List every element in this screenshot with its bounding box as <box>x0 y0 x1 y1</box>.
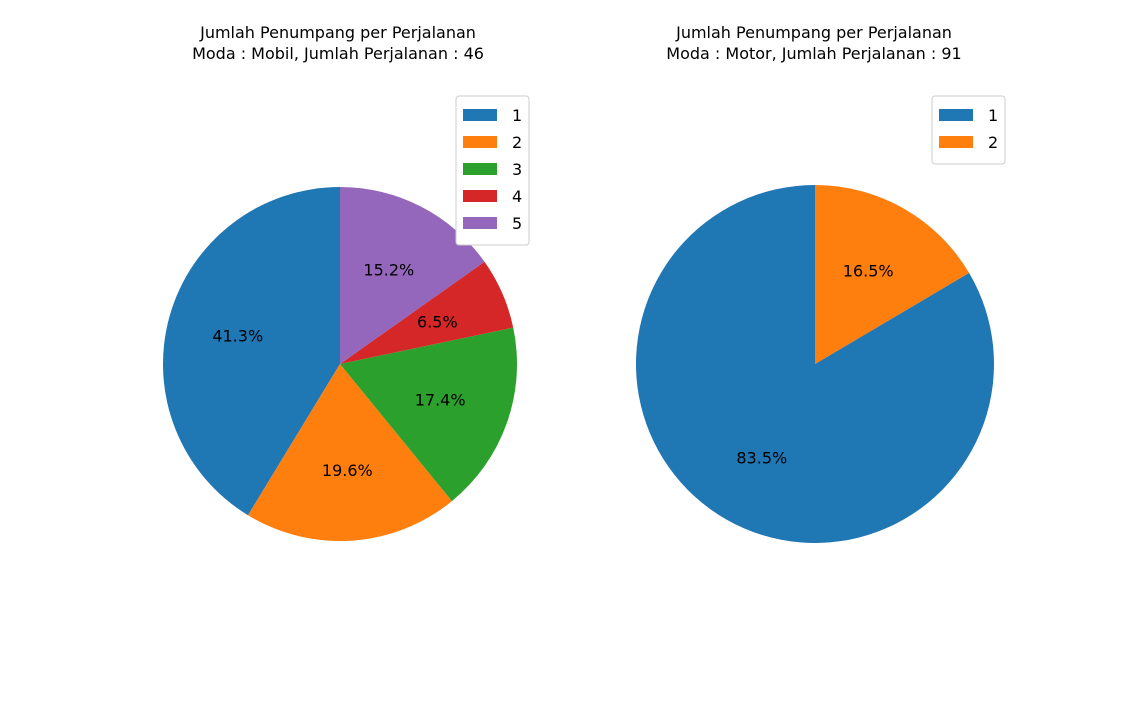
pie-percent-labels: 41.3% 19.6% 17.4% 6.5% 15.2% <box>212 261 465 480</box>
legend-label-1: 1 <box>512 106 522 125</box>
legend-swatch-2 <box>463 136 497 148</box>
legend-label-2: 2 <box>512 133 522 152</box>
chart-legend: 12 <box>931 95 1006 165</box>
pie-slice-2 <box>815 185 970 364</box>
legend-label-2: 2 <box>988 133 998 152</box>
legend-swatch-2 <box>939 136 973 148</box>
legend-swatch-1 <box>939 109 973 121</box>
pie-chart-mobil: Jumlah Penumpang per Perjalanan Moda : M… <box>162 23 530 542</box>
pie-slice-1 <box>635 185 994 543</box>
slice-percent-label: 15.2% <box>363 261 414 280</box>
slice-percent-label: 17.4% <box>415 390 466 409</box>
chart-title: Jumlah Penumpang per Perjalanan <box>675 23 952 42</box>
pie-slice-3 <box>340 327 518 502</box>
slice-percent-label: 41.3% <box>212 326 263 345</box>
legend-label-5: 5 <box>512 214 522 233</box>
pie-slices <box>635 185 994 543</box>
pie-slice-5 <box>340 187 485 364</box>
legend-swatch-4 <box>463 190 497 202</box>
slice-percent-label: 83.5% <box>736 448 787 467</box>
chart-legend: 1 2 3 4 5 <box>455 95 530 246</box>
legend-label-4: 4 <box>512 187 522 206</box>
pie-percent-labels: 83.5% 16.5% <box>736 262 893 468</box>
slice-percent-label: 6.5% <box>417 313 458 332</box>
pie-slice-1 <box>162 187 340 516</box>
chart-subtitle: Moda : Motor, Jumlah Perjalanan : 91 <box>666 44 961 63</box>
legend-label-1: 1 <box>988 106 998 125</box>
legend-label-3: 3 <box>512 160 522 179</box>
pie-slices <box>162 187 518 542</box>
slice-percent-label: 16.5% <box>843 262 894 281</box>
chart-subtitle: Moda : Mobil, Jumlah Perjalanan : 46 <box>192 44 484 63</box>
legend-swatch-5 <box>463 217 497 229</box>
pie-slice-4 <box>340 261 514 364</box>
pie-chart-motor: Jumlah Penumpang per Perjalanan Moda : M… <box>635 23 1006 543</box>
slice-percent-label: 19.6% <box>322 461 373 480</box>
legend-swatch-1 <box>463 109 497 121</box>
legend-swatch-3 <box>463 163 497 175</box>
pie-slice-2 <box>247 364 452 542</box>
chart-title: Jumlah Penumpang per Perjalanan <box>199 23 476 42</box>
